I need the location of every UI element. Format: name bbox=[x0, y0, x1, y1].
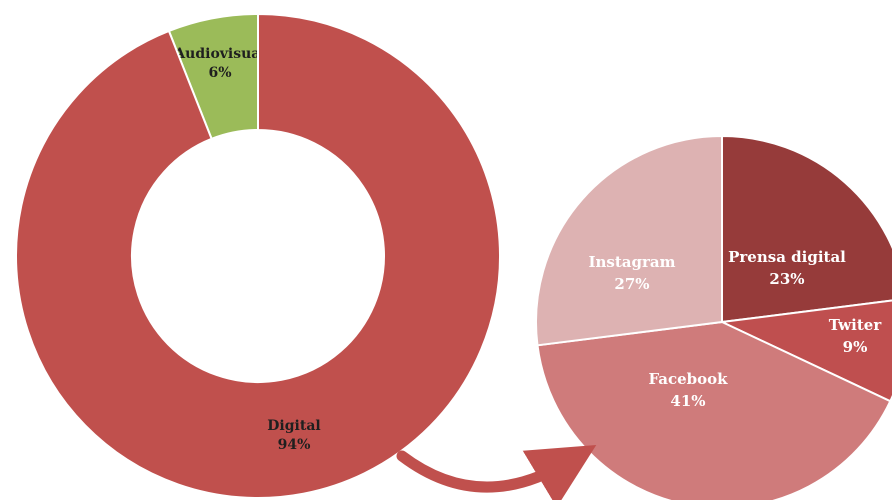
donut-value-label-digital: 94% bbox=[278, 437, 311, 453]
pie-label-instagram: Instagram bbox=[589, 253, 676, 271]
connector-arrow bbox=[396, 444, 597, 500]
pie-value-label-prensa-digital: 23% bbox=[769, 270, 804, 288]
pie-label-facebook: Facebook bbox=[648, 370, 728, 388]
pie-label-prensa-digital: Prensa digital bbox=[728, 248, 846, 266]
breakdown-pie-chart: Prensa digital 23% Twiter 9% Facebook 41% Inst… bbox=[535, 134, 892, 500]
pie-slice-instagram bbox=[535, 134, 723, 347]
donut-label-audiovisual: Audiovisual bbox=[173, 46, 265, 62]
pie-value-label-twiter: 9% bbox=[843, 338, 868, 356]
pie-value-label-facebook: 41% bbox=[670, 392, 705, 410]
pie-slice-prensa-digital bbox=[721, 134, 892, 324]
donut-value-label-audiovisual: 6% bbox=[208, 65, 231, 81]
pie-slice-facebook bbox=[536, 320, 892, 500]
donut-label-digital: Digital bbox=[267, 418, 320, 434]
pie-label-twiter: Twiter bbox=[829, 316, 883, 334]
donut-chart: Audiovisual 6% Digital 94% bbox=[15, 12, 501, 499]
pie-value-label-instagram: 27% bbox=[614, 275, 649, 293]
donut-slice-digital bbox=[15, 12, 501, 499]
